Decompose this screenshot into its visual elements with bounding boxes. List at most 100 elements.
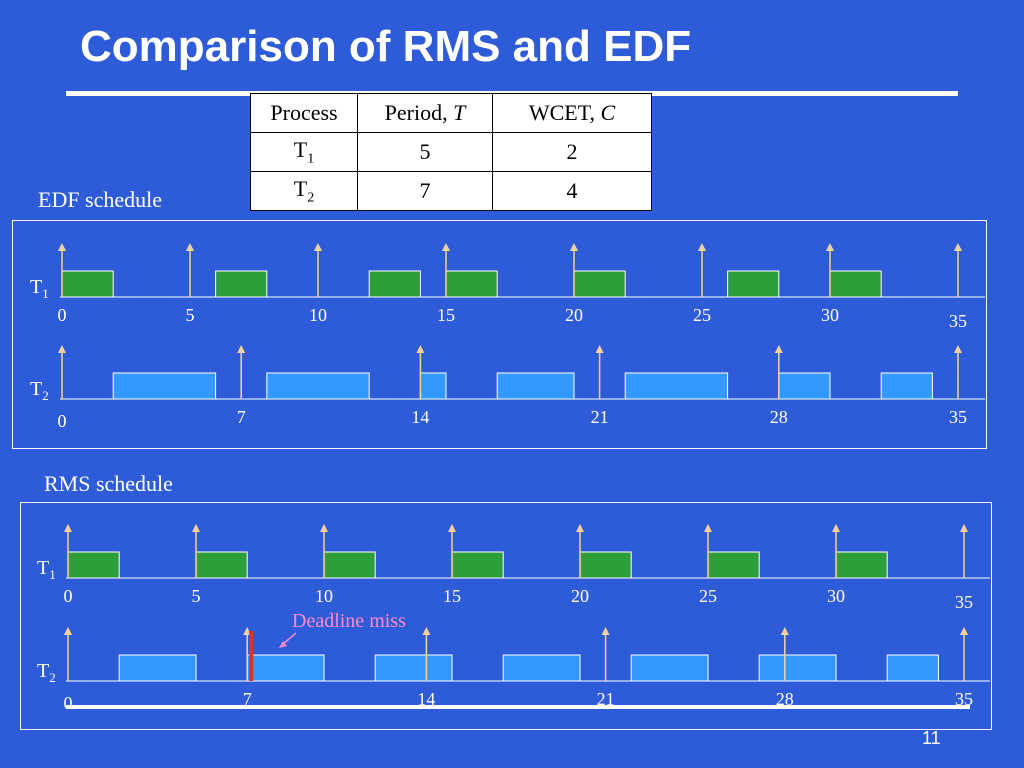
t2-release-arrow-head — [780, 627, 789, 635]
t1-row-label: T1 — [37, 557, 56, 582]
t2-tick-label: 7 — [237, 407, 246, 427]
t1-tick-label: 0 — [58, 305, 67, 325]
deadline-miss-label: Deadline miss — [292, 610, 406, 632]
process-table: Process Period, T WCET, C T1 5 2 T2 7 4 — [250, 93, 652, 211]
t1-release-arrow-head — [186, 243, 194, 251]
t2-release-arrow-head — [416, 345, 425, 353]
t1-job-block — [445, 270, 498, 298]
t1-release-arrow-head — [64, 524, 72, 532]
t2-release-arrow-head — [601, 627, 610, 635]
t1-release-arrow-head — [704, 524, 712, 532]
process-name: T — [293, 136, 308, 162]
t1-job-block — [323, 551, 376, 579]
t2-job-block — [266, 372, 370, 400]
t2-release-arrow-head — [58, 345, 66, 353]
t2-tick-label: 28 — [770, 407, 788, 427]
t1-tick-label: 20 — [565, 305, 583, 325]
t1-tick-label: 30 — [821, 305, 839, 325]
t1-job-block — [61, 270, 114, 298]
t1-tick-label: 35 — [955, 592, 973, 612]
process-subscript: 1 — [307, 151, 315, 167]
process-name: T — [293, 175, 308, 201]
t1-tick-label: 15 — [437, 305, 455, 325]
header-period-text: Period, — [384, 100, 454, 125]
t2-job-block — [886, 654, 939, 682]
t2-tick-label: 35 — [955, 689, 973, 709]
t2-job-block — [112, 372, 217, 400]
t2-job-block — [374, 654, 453, 682]
t2-release-arrow-head — [237, 345, 246, 353]
t1-tick-label: 0 — [64, 586, 73, 606]
t1-job-block — [829, 270, 882, 298]
row-period: 7 — [357, 171, 493, 211]
t2-tick-label: 0 — [64, 693, 73, 713]
slide-title: Comparison of RMS and EDF — [80, 22, 692, 71]
t2-row-label: T2 — [37, 660, 56, 685]
t1-job-block — [835, 551, 888, 579]
t2-tick-label: 28 — [776, 689, 794, 709]
t2-release-arrow-head — [422, 627, 431, 635]
t2-release-arrow-head — [960, 627, 968, 635]
process-subscript: 2 — [307, 190, 315, 206]
t1-release-arrow-head — [570, 243, 578, 251]
t1-row-label: T1 — [30, 276, 49, 301]
header-period: Period, T — [357, 93, 493, 133]
t2-job-block — [778, 372, 831, 400]
t1-release-arrow-head — [576, 524, 584, 532]
t1-release-arrow-head — [442, 243, 450, 251]
t2-job-block — [758, 654, 837, 682]
t2-job-block — [880, 372, 933, 400]
t1-tick-label: 20 — [571, 586, 589, 606]
t2-job-block — [624, 372, 729, 400]
t1-release-arrow-head — [960, 524, 968, 532]
t1-tick-label: 25 — [699, 586, 717, 606]
t1-tick-label: 5 — [186, 305, 195, 325]
t1-release-arrow-head — [192, 524, 200, 532]
t1-release-arrow-head — [698, 243, 706, 251]
t2-tick-label: 35 — [949, 407, 967, 427]
edf-panel — [12, 220, 987, 449]
t1-job-block — [368, 270, 421, 298]
header-wcet-text: WCET, — [528, 100, 601, 125]
rms-panel — [20, 502, 992, 730]
t1-tick-label: 10 — [315, 586, 333, 606]
t2-job-block — [118, 654, 197, 682]
t1-job-block — [67, 551, 120, 579]
t2-job-block — [496, 372, 575, 400]
t1-release-arrow-head — [320, 524, 328, 532]
row-wcet: 2 — [492, 132, 652, 172]
row-process: T2 — [250, 171, 358, 211]
t2-tick-label: 0 — [58, 411, 67, 431]
t1-tick-label: 25 — [693, 305, 711, 325]
t1-release-arrow-head — [826, 243, 834, 251]
t2-tick-label: 14 — [411, 407, 429, 427]
t1-job-block — [573, 270, 626, 298]
t1-job-block — [195, 551, 248, 579]
t2-job-block — [246, 654, 325, 682]
t2-release-arrow-head — [64, 627, 72, 635]
rms-schedule-label: RMS schedule — [44, 471, 173, 496]
t1-tick-label: 10 — [309, 305, 327, 325]
t1-release-arrow-head — [58, 243, 66, 251]
deadline-miss-pointer-head — [279, 641, 287, 648]
row-wcet: 4 — [492, 171, 652, 211]
table-header-row: Process Period, T WCET, C — [250, 93, 652, 133]
t2-tick-label: 14 — [417, 689, 435, 709]
t2-tick-label: 7 — [243, 689, 252, 709]
t1-tick-label: 30 — [827, 586, 845, 606]
t1-release-arrow-head — [314, 243, 322, 251]
t2-job-block — [630, 654, 709, 682]
t2-release-arrow-head — [595, 345, 604, 353]
t1-tick-label: 35 — [949, 311, 967, 331]
t1-release-arrow-head — [954, 243, 962, 251]
t1-job-block — [215, 270, 268, 298]
page-number: 11 — [922, 728, 941, 748]
t1-release-arrow-head — [832, 524, 840, 532]
t1-release-arrow-head — [448, 524, 456, 532]
header-process: Process — [250, 93, 358, 133]
t1-job-block — [727, 270, 780, 298]
t2-job-block — [502, 654, 581, 682]
header-wcet-symbol: C — [600, 100, 616, 125]
t2-release-arrow-head — [774, 345, 783, 353]
